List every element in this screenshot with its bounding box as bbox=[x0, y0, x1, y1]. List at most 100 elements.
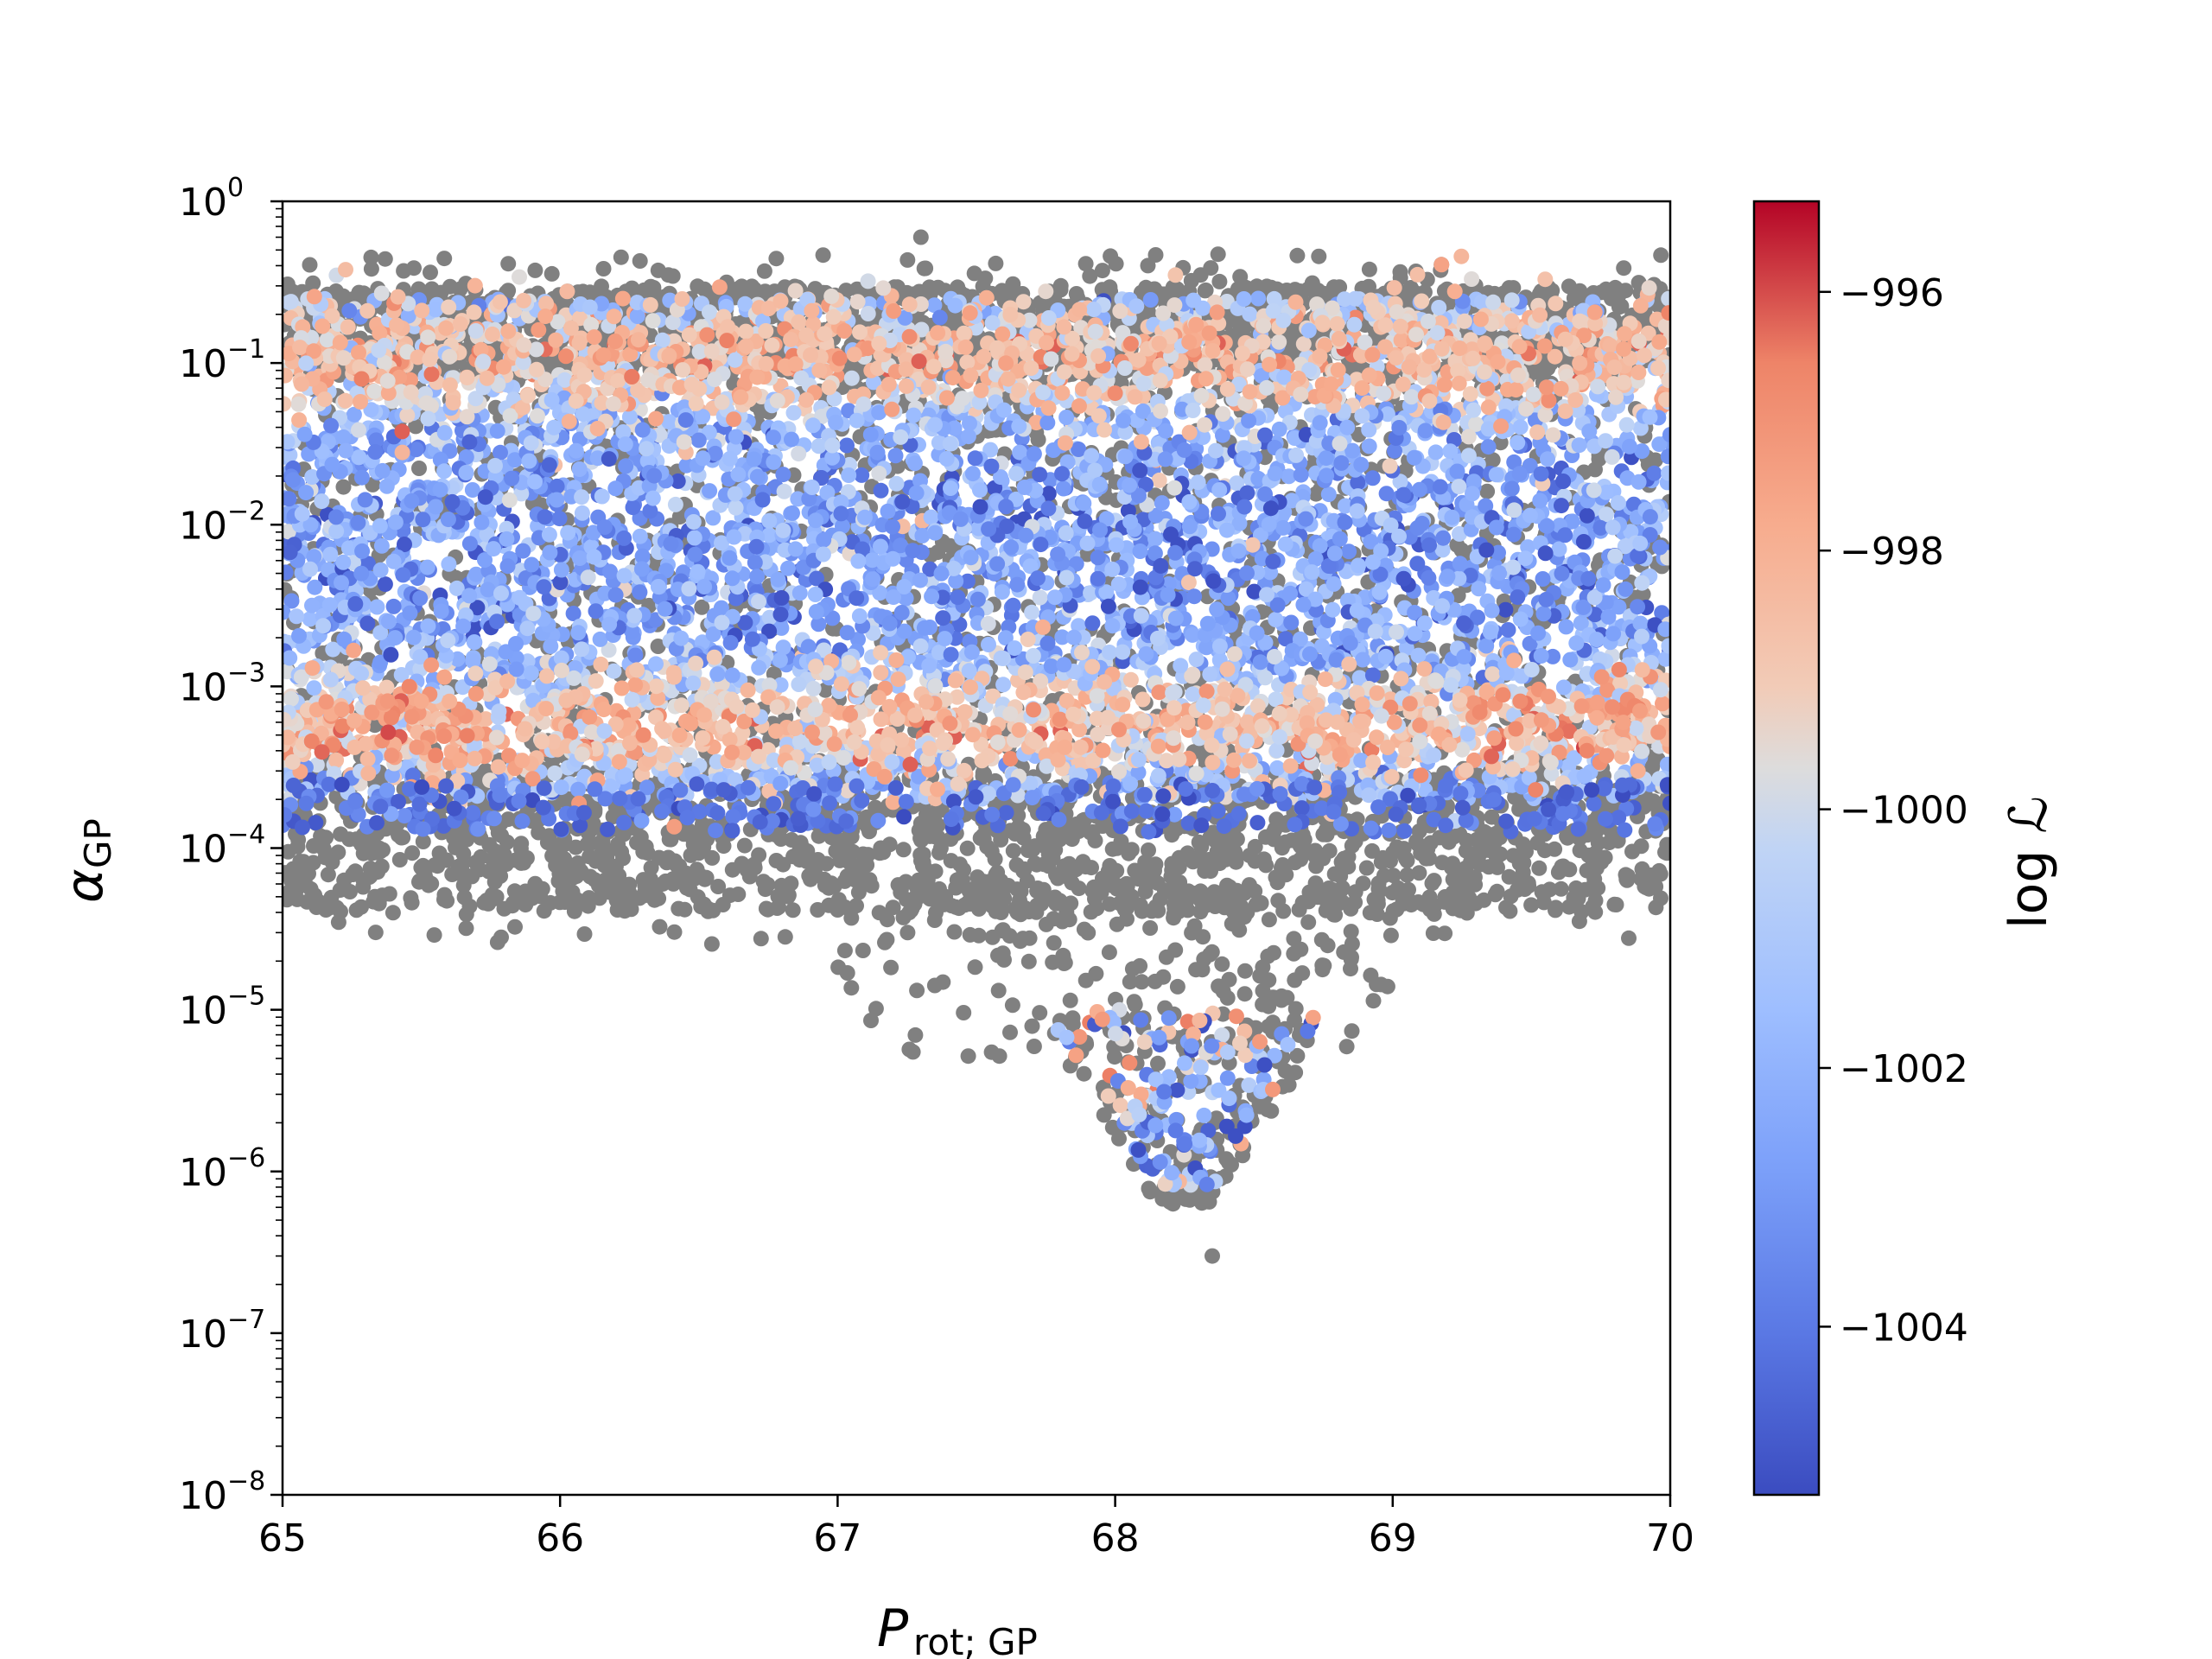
scatter-point-gray bbox=[1062, 871, 1078, 887]
scatter-point-gray bbox=[1102, 279, 1118, 296]
scatter-point-gray bbox=[1236, 909, 1252, 925]
scatter-point-gray bbox=[1107, 1049, 1122, 1065]
scatter-point-gray bbox=[744, 278, 760, 295]
scatter-point-gray bbox=[1142, 920, 1159, 936]
scatter-point-gray bbox=[756, 263, 772, 279]
scatter-point-gray bbox=[1237, 963, 1253, 979]
scatter-point-gray bbox=[1399, 867, 1415, 883]
scatter-point-gray bbox=[470, 859, 486, 875]
scatter-point-gray bbox=[1214, 956, 1230, 972]
scatter-point-gray bbox=[821, 897, 837, 913]
scatter-point-gray bbox=[1252, 968, 1268, 984]
scatter-point-gray bbox=[1084, 823, 1101, 840]
scatter-point-gray bbox=[785, 849, 802, 865]
scatter-point-gray bbox=[290, 831, 307, 848]
scatter-point-gray bbox=[1004, 997, 1020, 1014]
scatter-point-gray bbox=[1424, 875, 1440, 892]
scatter-point-gray bbox=[363, 261, 379, 277]
scatter-point-gray bbox=[1169, 978, 1185, 995]
scatter-point-gray bbox=[843, 910, 860, 926]
scatter-point-gray bbox=[391, 852, 408, 868]
scatter-point-gray bbox=[318, 830, 334, 846]
scatter-point-gray bbox=[1192, 883, 1209, 899]
scatter-point-gray bbox=[1309, 847, 1325, 863]
scatter-point-gray bbox=[832, 852, 848, 868]
scatter-point-gray bbox=[1274, 857, 1291, 873]
scatter-point-gray bbox=[1052, 277, 1069, 294]
scatter-point-gray bbox=[1076, 1065, 1092, 1082]
scatter-point-gray bbox=[872, 845, 887, 861]
scatter-point-gray bbox=[1370, 896, 1386, 912]
scatter-point-gray bbox=[362, 861, 378, 877]
scatter-point-gray bbox=[1252, 1098, 1268, 1115]
scatter-point-gray bbox=[1422, 835, 1439, 851]
scatter-point-gray bbox=[1616, 260, 1632, 276]
scatter-point-gray bbox=[1102, 859, 1118, 875]
scatter-point-gray bbox=[1304, 275, 1320, 291]
scatter-point-gray bbox=[1608, 897, 1624, 912]
scatter-point-gray bbox=[1637, 879, 1653, 895]
scatter-point-gray bbox=[1510, 881, 1525, 898]
scatter-point-gray bbox=[1141, 1180, 1157, 1197]
scatter-point-gray bbox=[1269, 874, 1286, 891]
scatter-point-gray bbox=[911, 872, 926, 888]
scatter-point-gray bbox=[736, 837, 753, 854]
scatter-point-gray bbox=[404, 894, 420, 911]
scatter-point-gray bbox=[404, 845, 421, 861]
scatter-point-gray bbox=[1109, 916, 1125, 932]
scatter-point-gray bbox=[595, 261, 612, 276]
scatter-point-gray bbox=[1492, 846, 1509, 862]
scatter-point-gray bbox=[1375, 849, 1391, 866]
scatter-point-gray bbox=[911, 823, 927, 838]
scatter-point-gray bbox=[785, 902, 801, 918]
scatter-point-gray bbox=[700, 903, 716, 919]
scatter-point-gray bbox=[1048, 895, 1065, 912]
scatter-point-gray bbox=[509, 889, 524, 906]
scatter-point-gray bbox=[1476, 892, 1492, 908]
scatter-point-gray bbox=[1101, 944, 1117, 961]
scatter-point-gray bbox=[801, 868, 817, 884]
scatter-point-gray bbox=[289, 891, 305, 907]
scatter-point-gray bbox=[320, 849, 336, 866]
scatter-point-gray bbox=[1083, 904, 1099, 920]
scatter-point-gray bbox=[1215, 983, 1231, 1000]
scatter-point-gray bbox=[885, 899, 901, 916]
scatter-point-gray bbox=[1168, 821, 1185, 837]
scatter-point-gray bbox=[1361, 261, 1377, 277]
scatter-point-gray bbox=[1502, 903, 1518, 919]
scatter-point-gray bbox=[1030, 880, 1046, 896]
scatter-point-gray bbox=[1287, 1012, 1303, 1028]
scatter-point-gray bbox=[594, 278, 609, 295]
scatter-point-gray bbox=[950, 279, 966, 296]
scatter-point-gray bbox=[1601, 835, 1618, 851]
scatter-point-gray bbox=[1343, 951, 1359, 967]
scatter-point-gray bbox=[479, 893, 495, 908]
scatter-point-gray bbox=[1026, 1039, 1042, 1054]
scatter-point-gray bbox=[777, 929, 793, 945]
scatter-point-gray bbox=[666, 924, 683, 940]
scatter-point-gray bbox=[410, 281, 427, 297]
scatter-point-gray bbox=[1207, 899, 1224, 914]
scatter-point-gray bbox=[855, 943, 871, 958]
scatter-point-gray bbox=[1618, 867, 1634, 883]
scatter-point-gray bbox=[1411, 865, 1427, 881]
scatter-point-gray bbox=[1147, 247, 1164, 263]
scatter-point-gray bbox=[609, 902, 626, 918]
scatter-point-gray bbox=[365, 834, 381, 850]
scatter-point-gray bbox=[715, 838, 732, 855]
scatter-point-gray bbox=[1155, 969, 1172, 985]
scatter-point-gray bbox=[826, 878, 842, 894]
scatter-point-gray bbox=[970, 927, 987, 944]
scatter-point-gray bbox=[1142, 873, 1159, 889]
scatter-point-gray bbox=[1077, 256, 1094, 272]
scatter-point-gray bbox=[1365, 993, 1382, 1009]
scatter-point-gray bbox=[863, 878, 880, 894]
scatter-point-gray bbox=[1344, 1023, 1360, 1039]
scatter-point-gray bbox=[927, 829, 943, 845]
scatter-point-gray bbox=[1024, 1018, 1040, 1034]
scatter-point-gray bbox=[1358, 860, 1375, 876]
scatter-point-gray bbox=[1624, 843, 1640, 860]
scatter-point-gray bbox=[1560, 861, 1575, 877]
scatter-point-gray bbox=[305, 275, 321, 291]
